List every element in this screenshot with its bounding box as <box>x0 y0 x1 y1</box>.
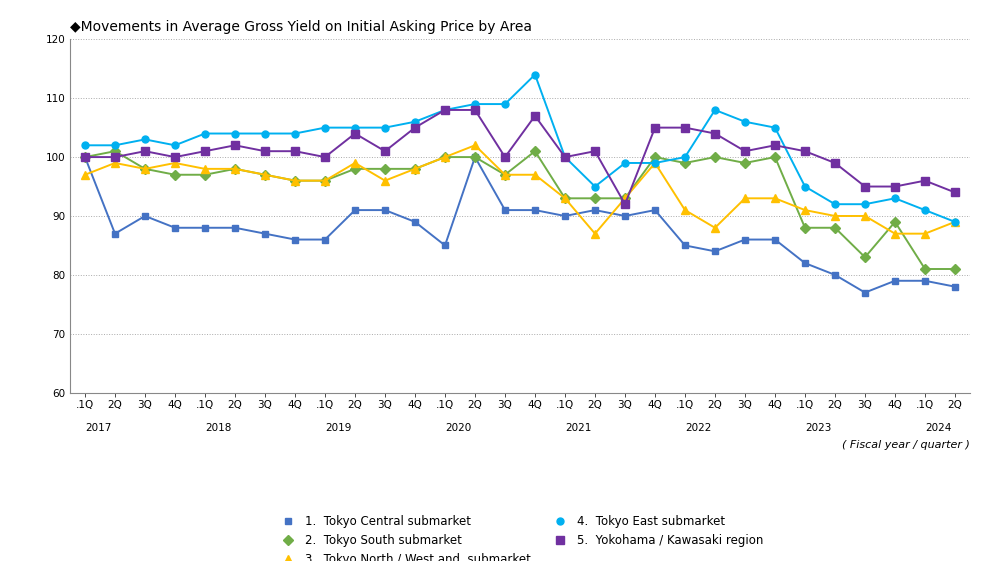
Text: ( Fiscal year / quarter ): ( Fiscal year / quarter ) <box>842 440 970 450</box>
Text: 2017: 2017 <box>85 423 111 433</box>
Text: 2022: 2022 <box>685 423 711 433</box>
Text: 2021: 2021 <box>565 423 591 433</box>
Text: 2018: 2018 <box>205 423 231 433</box>
Text: 2020: 2020 <box>445 423 471 433</box>
Text: 2019: 2019 <box>325 423 351 433</box>
Legend: 1.  Tokyo Central submarket, 2.  Tokyo South submarket, 3.  Tokyo North / West a: 1. Tokyo Central submarket, 2. Tokyo Sou… <box>273 512 767 561</box>
Text: 2024: 2024 <box>925 423 951 433</box>
Text: ◆Movements in Average Gross Yield on Initial Asking Price by Area: ◆Movements in Average Gross Yield on Ini… <box>70 20 532 34</box>
Text: 2023: 2023 <box>805 423 831 433</box>
